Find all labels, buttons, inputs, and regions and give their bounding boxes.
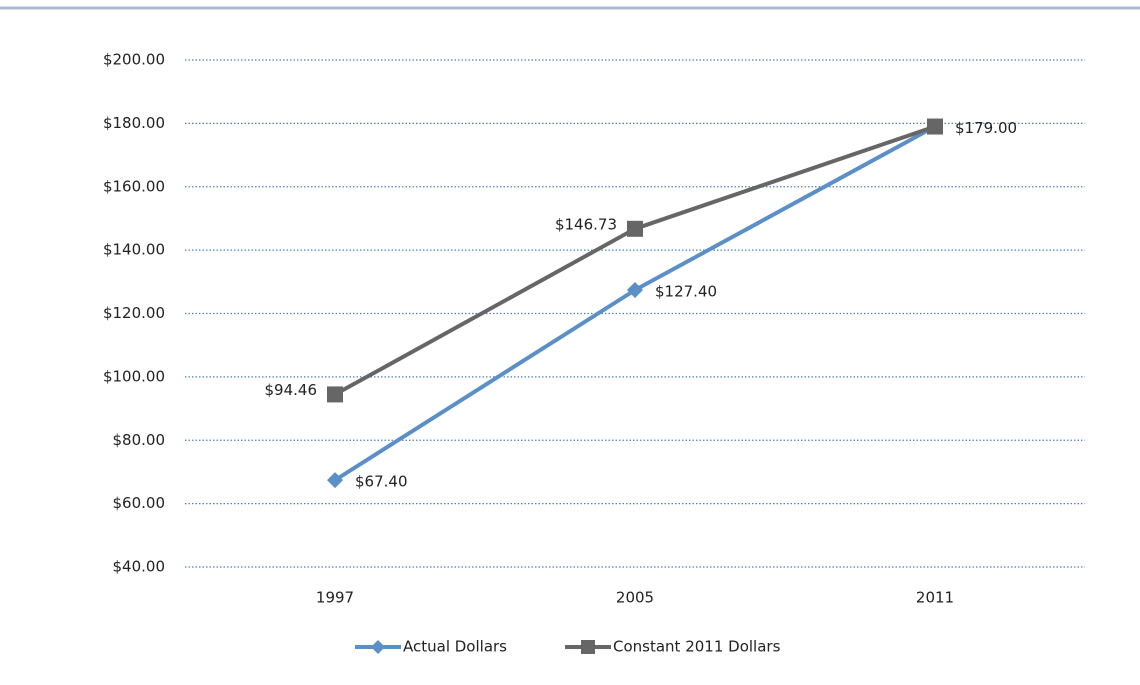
y-tick-label: $100.00 — [103, 367, 165, 385]
point-marker — [927, 118, 943, 135]
point-marker — [327, 472, 343, 489]
legend-marker — [371, 640, 385, 654]
y-tick-label: $180.00 — [103, 114, 165, 132]
y-tick-label: $160.00 — [103, 177, 165, 195]
data-label: $179.00 — [955, 119, 1017, 137]
data-label: $67.40 — [355, 473, 408, 491]
y-tick-label: $40.00 — [113, 558, 166, 576]
x-tick-label: 2011 — [916, 589, 954, 607]
point-marker — [627, 220, 643, 237]
point-marker — [627, 282, 643, 299]
legend-label: Actual Dollars — [403, 638, 507, 656]
series-line — [333, 124, 936, 482]
y-tick-label: $80.00 — [113, 431, 166, 449]
data-label: $127.40 — [655, 283, 717, 301]
y-tick-label: $200.00 — [103, 51, 165, 69]
legend-label: Constant 2011 Dollars — [613, 638, 781, 656]
x-tick-label: 2005 — [616, 589, 654, 607]
legend-marker — [581, 640, 595, 654]
series-line — [334, 124, 936, 397]
y-tick-label: $120.00 — [103, 304, 165, 322]
y-tick-label: $60.00 — [113, 494, 166, 512]
x-tick-label: 1997 — [316, 589, 354, 607]
point-marker — [327, 386, 343, 403]
y-tick-label: $140.00 — [103, 241, 165, 259]
data-label: $94.46 — [265, 381, 318, 399]
data-label: $146.73 — [555, 215, 617, 233]
